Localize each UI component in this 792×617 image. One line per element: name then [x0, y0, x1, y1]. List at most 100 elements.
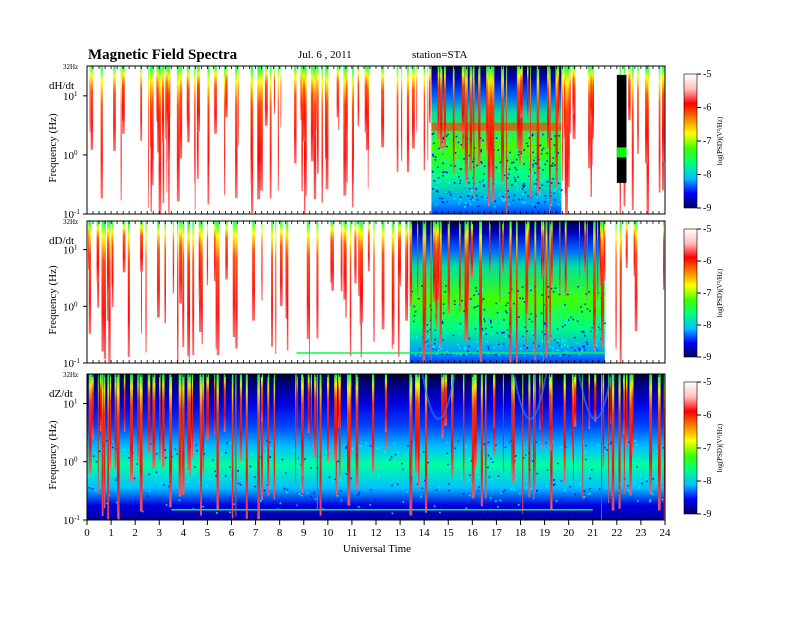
speckle [330, 511, 333, 513]
speckle [560, 198, 562, 201]
speckle [586, 343, 589, 345]
speckle [550, 182, 553, 184]
speckle [508, 203, 510, 206]
colorbar-tick-label: -7 [703, 136, 711, 147]
tick-base: 10 [63, 301, 75, 313]
component-label: dD/dt [49, 235, 74, 247]
speckle [530, 487, 532, 490]
spike-line [353, 66, 354, 185]
spike-line [202, 374, 205, 473]
speckle [638, 487, 641, 489]
spike-line [355, 374, 359, 490]
speckle [583, 345, 586, 348]
speckle [446, 172, 449, 175]
speckle [454, 447, 457, 449]
speckle [522, 170, 525, 173]
speckle [432, 155, 435, 157]
speckle [474, 141, 476, 143]
speckle [433, 179, 436, 182]
spike-line [573, 374, 577, 427]
speckle [442, 136, 445, 139]
speckle [444, 331, 447, 333]
speckle [503, 165, 505, 168]
speckle [649, 499, 652, 501]
speckle [489, 319, 492, 322]
speckle [582, 345, 584, 348]
speckle [641, 482, 643, 485]
speckle [480, 149, 483, 151]
x-tick-label: 13 [395, 527, 407, 539]
speckle [481, 162, 483, 164]
spike-line [260, 66, 263, 191]
speckle [562, 307, 564, 309]
speckle [522, 456, 525, 459]
speckle [469, 186, 472, 188]
speckle [340, 490, 342, 492]
speckle [558, 134, 560, 137]
spike-line [186, 66, 188, 127]
spike-line [307, 374, 310, 434]
speckle [454, 165, 456, 167]
speckle [455, 135, 458, 138]
speckle [639, 474, 641, 477]
speckle [162, 484, 165, 486]
speckle [448, 191, 451, 193]
x-tick-label: 9 [301, 527, 307, 539]
y-tick-label: 101 [63, 90, 78, 103]
speckle [556, 328, 559, 330]
speckle [432, 151, 434, 153]
spike-line [430, 221, 432, 361]
speckle [458, 303, 460, 305]
spike-line [373, 221, 375, 342]
speckle [446, 145, 448, 148]
spike-line [103, 221, 107, 360]
speckle [268, 441, 271, 444]
speckle [476, 164, 478, 167]
speckle [499, 499, 502, 502]
spike-line [91, 374, 94, 439]
y-tick-label: 100 [63, 300, 78, 313]
speckle [446, 192, 448, 194]
speckle [565, 319, 568, 322]
speckle [426, 330, 429, 333]
spike-line [545, 221, 548, 358]
spike-line [406, 66, 410, 173]
speckle [597, 301, 600, 303]
spike-line [224, 66, 226, 195]
speckle [498, 354, 501, 356]
speckle [487, 348, 490, 351]
speckle [558, 175, 560, 178]
speckle [524, 326, 526, 329]
speckle [509, 133, 512, 135]
speckle [459, 168, 462, 170]
speckle [531, 460, 534, 462]
spike-line [515, 221, 518, 363]
speckle [501, 332, 503, 334]
speckle [530, 148, 532, 150]
spike-line [480, 374, 483, 507]
spike-line [510, 221, 512, 307]
spike-line [164, 221, 167, 324]
spike-line [120, 66, 122, 201]
spike-line [182, 374, 185, 495]
spike-line [469, 66, 473, 172]
speckle [468, 494, 471, 497]
speckle [485, 170, 488, 172]
spike-line [486, 66, 489, 152]
speckle [490, 457, 492, 460]
speckle [539, 187, 541, 189]
speckle [433, 346, 435, 348]
colorbar-tick-label: -9 [703, 203, 711, 214]
spike-line [109, 374, 112, 469]
speckle [286, 491, 288, 494]
spike-line [415, 374, 418, 468]
speckle [520, 152, 522, 155]
speckle [475, 188, 478, 190]
speckle [479, 166, 482, 169]
speckle [413, 305, 416, 308]
spike-line [130, 374, 133, 481]
speckle [598, 303, 601, 305]
speckle [640, 467, 642, 469]
colorbar-tick-label: -5 [703, 224, 711, 235]
speckle [656, 482, 659, 484]
